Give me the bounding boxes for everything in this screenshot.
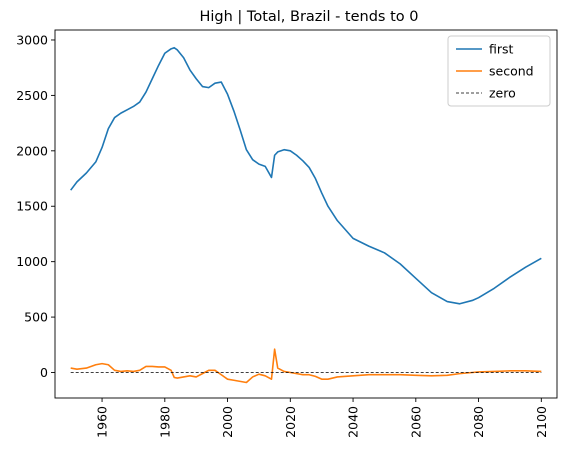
x-tick-label: 2000 — [220, 406, 235, 438]
y-tick-label: 1000 — [16, 254, 48, 269]
y-tick-label: 500 — [24, 310, 48, 325]
legend-label-second: second — [489, 64, 534, 79]
legend-label-first: first — [489, 42, 514, 57]
x-tick-label: 2080 — [471, 406, 486, 438]
y-tick-label: 2000 — [16, 143, 48, 158]
x-tick-label: 2020 — [283, 406, 298, 438]
x-tick-label: 1960 — [95, 406, 110, 438]
x-tick-label: 2100 — [534, 406, 549, 438]
chart-title: High | Total, Brazil - tends to 0 — [200, 9, 419, 25]
x-tick-label: 2040 — [346, 406, 361, 438]
x-tick-label: 2060 — [408, 406, 423, 438]
y-tick-label: 0 — [40, 365, 48, 380]
y-tick-label: 2500 — [16, 88, 48, 103]
y-tick-label: 1500 — [16, 199, 48, 214]
legend-label-zero: zero — [489, 86, 516, 101]
y-tick-label: 3000 — [16, 32, 48, 47]
x-tick-label: 1980 — [157, 406, 172, 438]
legend: first second zero — [448, 36, 550, 106]
